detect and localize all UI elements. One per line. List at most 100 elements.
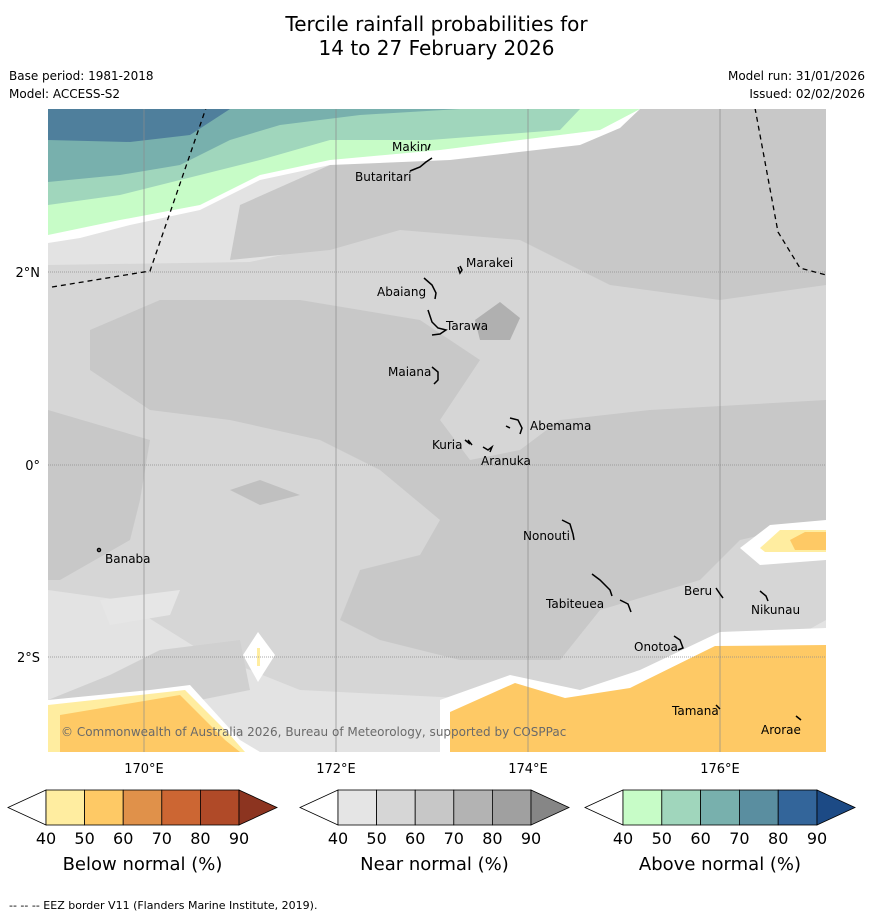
model-name: Model: ACCESS-S2 xyxy=(9,87,121,101)
maiana-outline xyxy=(431,366,439,385)
colorbar-1-tick: 80 xyxy=(190,829,210,848)
meta-left: Base period: 1981-2018 Model: ACCESS-S2 xyxy=(9,67,154,103)
arorae-outline xyxy=(795,715,802,721)
colorbar-1-low-extension xyxy=(7,789,47,826)
label-maiana: Maiana xyxy=(388,365,431,379)
colorbar-3-tick: 50 xyxy=(652,829,672,848)
colorbar-2-tick: 90 xyxy=(521,829,541,848)
label-marakei: Marakei xyxy=(466,256,513,270)
colorbar-3-low-extension xyxy=(584,789,624,826)
colorbar-1-tick: 90 xyxy=(229,829,249,848)
lon-label-176e: 176°E xyxy=(700,762,740,777)
lat-label-0: 0° xyxy=(25,459,40,474)
aranuka-outline xyxy=(482,444,494,453)
nonouti-outline xyxy=(561,519,575,541)
label-nikunau: Nikunau xyxy=(751,603,800,617)
colorbar-3-high-extension xyxy=(816,789,856,826)
label-aranuka: Aranuka xyxy=(481,454,531,468)
below-normal-60-region-se xyxy=(450,645,826,752)
marakei-outline xyxy=(457,265,463,275)
label-kuria: Kuria xyxy=(432,438,463,452)
colorbar-1-cell xyxy=(199,789,240,826)
colorbar-1-cell xyxy=(122,789,163,826)
colorbar-2-cell xyxy=(414,789,455,826)
colorbar-2-tick: 40 xyxy=(328,829,348,848)
near-normal-60-region-west xyxy=(48,410,150,580)
colorbar-2-low-extension xyxy=(299,789,339,826)
colorbar-2-cell xyxy=(376,789,416,826)
lat-label-2s: 2°S xyxy=(17,651,40,666)
colorbar-3-tick: 80 xyxy=(768,829,788,848)
banaba-outline xyxy=(96,547,102,553)
label-beru: Beru xyxy=(684,584,712,598)
title-line-2: 14 to 27 February 2026 xyxy=(318,36,555,60)
model-run: Model run: 31/01/2026 xyxy=(727,69,865,83)
colorbars: 40 50 60 70 80 90 Below normal (%) 40 50 60 70 80 90… xyxy=(7,789,856,875)
colorbar-2-tick: 70 xyxy=(444,829,464,848)
colorbar-2-high-extension xyxy=(530,789,570,826)
near-normal-small-patch xyxy=(230,480,300,505)
below-normal-60-region-sw xyxy=(60,695,240,752)
kuria-outline xyxy=(464,439,473,446)
lon-label-170e: 170°E xyxy=(124,762,164,777)
lon-label-172e: 172°E xyxy=(316,762,356,777)
near-normal-sw-band xyxy=(48,640,250,700)
colorbar-3-tick: 60 xyxy=(690,829,710,848)
colorbar-1-title: Below normal (%) xyxy=(63,854,223,875)
label-nonouti: Nonouti xyxy=(523,529,570,543)
onotoa-outline xyxy=(673,635,684,651)
gridlines xyxy=(48,109,826,752)
map-plot-area xyxy=(48,109,826,752)
near-normal-light-patch xyxy=(100,590,180,625)
colorbar-2-tick: 60 xyxy=(405,829,425,848)
eez-borders xyxy=(51,109,826,288)
colorbar-2: 40 50 60 70 80 90 Near normal (%) xyxy=(299,789,570,875)
title-line-1: Tercile rainfall probabilities for xyxy=(285,12,588,36)
colorbar-2-cell xyxy=(453,789,493,826)
colorbar-3-cell xyxy=(777,789,818,826)
eez-footnote: -- -- -- EEZ border V11 (Flanders Marine… xyxy=(9,899,318,912)
base-period: Base period: 1981-2018 xyxy=(9,69,154,83)
label-tamana: Tamana xyxy=(671,704,719,718)
label-tarawa: Tarawa xyxy=(445,319,488,333)
colorbar-2-tick: 50 xyxy=(366,829,386,848)
map-title: Tercile rainfall probabilities for 14 to… xyxy=(0,12,873,60)
lon-axis-labels: 170°E 172°E 174°E 176°E xyxy=(124,762,740,777)
colorbar-2-cell xyxy=(337,789,377,826)
label-butaritari: Butaritari xyxy=(355,170,412,184)
label-tabiteuea: Tabiteuea xyxy=(545,597,604,611)
issued-date: Issued: 02/02/2026 xyxy=(749,87,865,101)
colorbar-2-title: Near normal (%) xyxy=(360,854,509,875)
label-makin: Makin xyxy=(392,140,428,154)
colorbar-1-cell xyxy=(161,789,201,826)
lat-axis-labels: 2°N 0° 2°S xyxy=(16,266,41,666)
lat-label-2n: 2°N xyxy=(16,266,41,281)
colorbar-3-cell xyxy=(622,789,663,826)
label-arorae: Arorae xyxy=(761,723,801,737)
near-normal-70-patch xyxy=(475,302,520,340)
label-onotoa: Onotoa xyxy=(634,640,678,654)
colorbar-3: 40 50 60 70 80 90 Above normal (%) xyxy=(584,789,856,875)
abemama-outline xyxy=(505,417,523,435)
colorbar-3-tick: 70 xyxy=(729,829,749,848)
label-abemama: Abemama xyxy=(530,419,591,433)
meta-right: Model run: 31/01/2026 Issued: 02/02/2026 xyxy=(728,67,865,103)
colorbar-3-tick: 90 xyxy=(807,829,827,848)
colorbar-3-cell xyxy=(661,789,701,826)
colorbar-1-tick: 60 xyxy=(113,829,133,848)
colorbar-1-tick: 40 xyxy=(36,829,56,848)
below-normal-60-patch-east xyxy=(790,532,826,550)
above-normal-80-region xyxy=(48,109,230,142)
colorbar-1: 40 50 60 70 80 90 Below normal (%) xyxy=(7,789,278,875)
colorbar-2-tick: 80 xyxy=(482,829,502,848)
makin-outline xyxy=(427,143,431,151)
colorbar-3-cell xyxy=(739,789,779,826)
tarawa-outline xyxy=(427,309,448,336)
near-normal-60-region-central xyxy=(90,300,826,660)
colorbar-3-cell xyxy=(700,789,740,826)
label-banaba: Banaba xyxy=(105,552,151,566)
colorbar-3-tick: 40 xyxy=(613,829,633,848)
tamana-outline xyxy=(715,704,721,710)
butaritari-outline xyxy=(409,157,433,172)
